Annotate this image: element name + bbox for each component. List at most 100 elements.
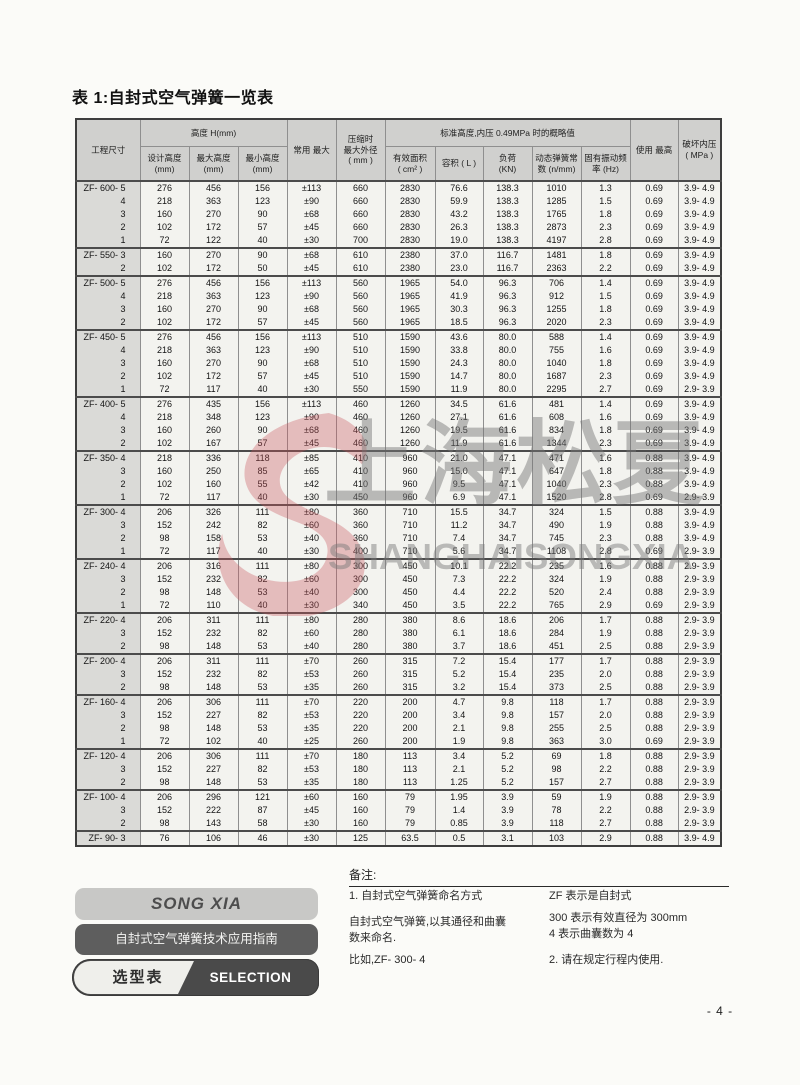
value-cell: 0.69 (629, 303, 679, 316)
value-cell: 152 (139, 519, 189, 532)
value-cell: 148 (188, 640, 238, 654)
value-cell: 460 (335, 396, 386, 411)
value-cell: 315 (384, 668, 436, 681)
col-header-natural-freq: 固有振动频 率 (Hz) (580, 146, 631, 182)
value-cell: 160 (139, 424, 189, 437)
value-cell: ±45 (286, 262, 337, 276)
value-cell: 510 (335, 357, 386, 370)
model-cell: 3 (75, 303, 140, 316)
value-cell: 0.69 (629, 424, 679, 437)
value-cell: 0.69 (629, 234, 679, 248)
value-cell: 3.9- 4.9 (677, 316, 722, 330)
value-cell: 0.88 (629, 653, 679, 668)
value-cell: 206 (139, 558, 189, 573)
value-cell: 0.69 (629, 735, 679, 749)
value-cell: ±42 (286, 478, 337, 491)
value-cell: 90 (237, 424, 288, 437)
value-cell: ±65 (286, 465, 337, 478)
value-cell: 53 (237, 776, 288, 790)
value-cell: 111 (237, 504, 288, 519)
table-row: 3 160 270 90 ±68 560 1965 30.3 96.3 1255 1.8 0.69 3.… (75, 303, 722, 316)
value-cell: 3.7 (434, 640, 484, 654)
value-cell: 156 (237, 329, 288, 344)
value-cell: 326 (188, 504, 238, 519)
value-cell: 116.7 (482, 262, 533, 276)
value-cell: 1965 (384, 303, 436, 316)
value-cell: 380 (384, 612, 436, 627)
value-cell: 2.9- 3.9 (677, 804, 722, 817)
value-cell: 2.9- 3.9 (677, 599, 722, 613)
value-cell: 1.4 (580, 329, 631, 344)
value-cell: 336 (188, 450, 238, 465)
value-cell: 700 (335, 234, 386, 248)
model-cell: 3 (75, 519, 140, 532)
value-cell: 2.1 (434, 763, 484, 776)
value-cell: 111 (237, 694, 288, 709)
value-cell: ±35 (286, 722, 337, 735)
value-cell: 0.88 (629, 532, 679, 545)
value-cell: 98 (139, 586, 189, 599)
value-cell: ±113 (286, 180, 337, 195)
value-cell: 2.9- 3.9 (677, 383, 722, 397)
guide-badge: 自封式空气弹簧技术应用指南 (75, 924, 318, 955)
table-row: ZF- 450- 5 276 456 156 ±113 510 1590 43.6 80.0 58… (75, 329, 722, 344)
value-cell: 1344 (531, 437, 582, 451)
value-cell: 316 (188, 558, 238, 573)
model-cell: 2 (75, 586, 140, 599)
value-cell: 172 (188, 316, 238, 330)
value-cell: 0.85 (434, 817, 484, 831)
value-cell: 960 (384, 465, 436, 478)
value-cell: 3.5 (434, 599, 484, 613)
value-cell: 260 (335, 735, 386, 749)
value-cell: 1520 (531, 491, 582, 505)
value-cell: 710 (384, 532, 436, 545)
value-cell: 0.69 (629, 599, 679, 613)
model-cell: 3 (75, 627, 140, 640)
table-row: 4 218 363 123 ±90 510 1590 33.8 80.0 755 1.6 0.69 3.… (75, 344, 722, 357)
value-cell: 152 (139, 763, 189, 776)
value-cell: 3.9- 4.9 (677, 221, 722, 234)
value-cell: 1965 (384, 290, 436, 303)
selection-table-label-cn: 选型表 (74, 961, 194, 994)
table-row: ZF- 550- 3 160 270 90 ±68 610 2380 37.0 116.7 148… (75, 247, 722, 262)
value-cell: 1.8 (580, 465, 631, 478)
value-cell: 2.9 (580, 830, 631, 846)
value-cell: 41.9 (434, 290, 484, 303)
table-row: 3 152 227 82 ±53 180 113 2.1 5.2 98 2.2 0.88 2.9- 3.… (75, 763, 722, 776)
value-cell: 2363 (531, 262, 582, 276)
value-cell: 46 (237, 830, 288, 846)
value-cell: 2.9- 3.9 (677, 763, 722, 776)
value-cell: 80.0 (482, 357, 533, 370)
table-row: 2 98 148 53 ±35 180 113 1.25 5.2 157 2.7 0.88 2.9- 3… (75, 776, 722, 790)
col-header-height-group: 高度 H(mm) (139, 119, 288, 147)
value-cell: ±60 (286, 789, 337, 804)
value-cell: 1.7 (580, 653, 631, 668)
value-cell: 138.3 (482, 208, 533, 221)
table-row: 3 152 232 82 ±60 300 450 7.3 22.2 324 1.9 0.88 2.9- … (75, 573, 722, 586)
value-cell: 0.69 (629, 262, 679, 276)
value-cell: 18.5 (434, 316, 484, 330)
value-cell: 79 (384, 804, 436, 817)
value-cell: 0.69 (629, 275, 679, 290)
value-cell: 9.8 (482, 735, 533, 749)
value-cell: 490 (531, 519, 582, 532)
value-cell: 15.4 (482, 681, 533, 695)
value-cell: 138.3 (482, 234, 533, 248)
value-cell: 72 (139, 545, 189, 559)
value-cell: 218 (139, 411, 189, 424)
value-cell: 53 (237, 722, 288, 735)
value-cell: 102 (139, 437, 189, 451)
value-cell: 660 (335, 195, 386, 208)
value-cell: 152 (139, 627, 189, 640)
value-cell: 410 (335, 450, 386, 465)
value-cell: 1260 (384, 411, 436, 424)
value-cell: 660 (335, 180, 386, 195)
value-cell: 315 (384, 681, 436, 695)
value-cell: 0.88 (629, 681, 679, 695)
value-cell: 30.3 (434, 303, 484, 316)
value-cell: ±30 (286, 830, 337, 846)
value-cell: 218 (139, 290, 189, 303)
value-cell: 235 (531, 668, 582, 681)
value-cell: 450 (384, 558, 436, 573)
col-header-compressed-od: 压缩时 最大外径 ( mm ) (335, 119, 386, 182)
